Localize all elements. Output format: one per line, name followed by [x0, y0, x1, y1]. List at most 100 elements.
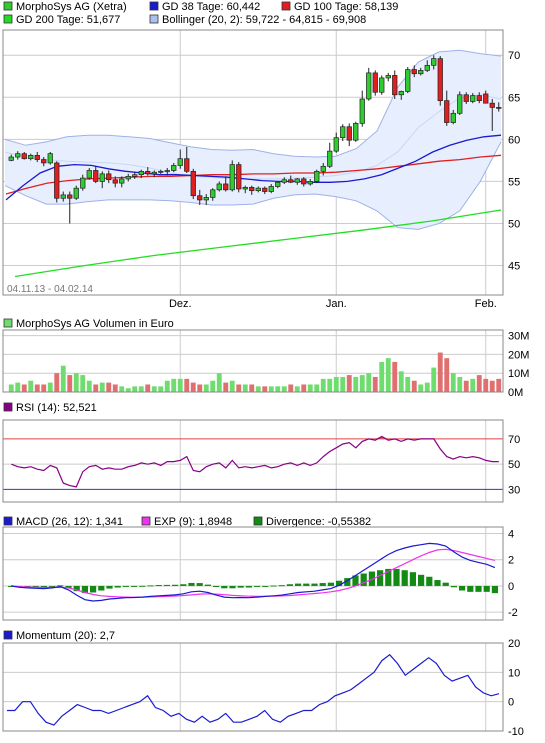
y-tick-label: 70: [508, 434, 520, 446]
legend-bollinger: Bollinger (20, 2): 59,722 - 64,815 - 69,…: [162, 14, 366, 26]
divergence-bar: [49, 585, 56, 587]
volume-bar: [80, 375, 86, 392]
volume-bar: [47, 382, 53, 392]
volume-bar: [450, 373, 456, 392]
volume-bar: [203, 384, 209, 392]
divergence-bar: [114, 585, 121, 588]
volume-bar: [470, 378, 476, 392]
exp-line: [11, 548, 496, 598]
volume-bar: [489, 380, 495, 392]
volume-bar: [444, 358, 450, 392]
divergence-bar: [344, 578, 351, 586]
gd200-line: [14, 209, 502, 278]
divergence-bar: [81, 585, 88, 594]
divergence-bar: [131, 585, 138, 587]
y-tick-label: 4: [508, 529, 514, 541]
volume-bar: [151, 386, 157, 392]
candle-body: [28, 154, 34, 160]
volume-bar: [236, 384, 242, 392]
legend-rsi: RSI (14): 52,521: [16, 402, 97, 414]
bollinger-lower: [4, 141, 502, 230]
candle-body: [463, 94, 469, 102]
candle-body: [392, 75, 398, 96]
candle-body: [171, 165, 177, 171]
volume-bar: [385, 358, 391, 392]
divergence-bar: [491, 585, 498, 594]
divergence-bar: [327, 582, 334, 586]
volume-bar: [483, 378, 489, 392]
candle-body: [431, 58, 437, 66]
candle-body: [67, 194, 73, 199]
candle-body: [379, 77, 385, 93]
volume-bar: [158, 386, 164, 392]
divergence-bar: [155, 585, 162, 587]
divergence-bar: [467, 585, 474, 592]
legend-swatch-momentum: [3, 630, 13, 640]
volume-bar: [346, 375, 352, 392]
divergence-bar: [426, 576, 433, 586]
legend-divergence: Divergence: -0,55382: [266, 516, 371, 528]
volume-bar: [281, 386, 287, 392]
legend-gd38: GD 38 Tage: 60,442: [162, 1, 260, 13]
candle-body: [93, 170, 99, 182]
volume-bar: [216, 373, 222, 392]
candle-body: [184, 158, 190, 172]
volume-bar: [223, 382, 229, 392]
divergence-bar: [450, 585, 457, 588]
divergence-bar: [409, 572, 416, 586]
date-range-label: 04.11.13 - 04.02.14: [7, 284, 93, 295]
divergence-bar: [204, 584, 211, 586]
divergence-bar: [90, 585, 97, 593]
candle-body: [327, 150, 333, 167]
candle-body: [190, 170, 196, 197]
candle-body: [47, 153, 53, 164]
candle-body: [288, 179, 294, 183]
volume-bar: [392, 361, 398, 392]
volume-bar: [366, 373, 372, 392]
panel-frame: [2, 29, 504, 296]
volume-bar: [379, 361, 385, 392]
candle-body: [294, 178, 300, 183]
candle-body: [8, 156, 14, 161]
candle-body: [158, 170, 164, 173]
legend-macd: MACD (26, 12): 1,341: [16, 516, 123, 528]
divergence-bar: [196, 583, 203, 586]
candle-body: [444, 100, 450, 123]
volume-bar: [327, 378, 333, 392]
divergence-bar: [295, 583, 302, 586]
volume-bar: [99, 382, 105, 392]
divergence-bar: [65, 585, 72, 588]
divergence-bar: [319, 583, 326, 586]
candle-body: [203, 197, 209, 201]
divergence-bar: [475, 585, 482, 592]
candle-body: [281, 179, 287, 183]
divergence-bar: [286, 584, 293, 586]
divergence-bar: [98, 585, 105, 591]
volume-bar: [138, 386, 144, 392]
divergence-bar: [106, 585, 113, 589]
volume-bar: [21, 384, 27, 392]
divergence-bar: [229, 585, 236, 589]
gd38-line: [5, 134, 502, 201]
candle-body: [15, 153, 21, 158]
divergence-bar: [418, 574, 425, 586]
volume-bar: [437, 352, 443, 392]
candle-body: [34, 154, 40, 160]
rsi-line: [11, 435, 499, 488]
candle-body: [275, 181, 281, 187]
candle-body: [229, 164, 235, 191]
y-tick-label: -10: [508, 726, 524, 738]
volume-bar: [190, 382, 196, 392]
y-tick-label: 30: [508, 484, 520, 496]
bollinger-upper: [4, 49, 502, 158]
panel-frame: [2, 329, 504, 393]
volume-bar: [424, 382, 430, 392]
legend-swatch-bollinger: [149, 14, 159, 24]
volume-bar: [255, 386, 261, 392]
volume-bar: [405, 376, 411, 392]
candle-body: [255, 187, 261, 192]
divergence-bar: [311, 583, 318, 586]
volume-bar: [372, 376, 378, 392]
candle-body: [216, 183, 222, 191]
y-tick-label: 30M: [508, 331, 529, 343]
